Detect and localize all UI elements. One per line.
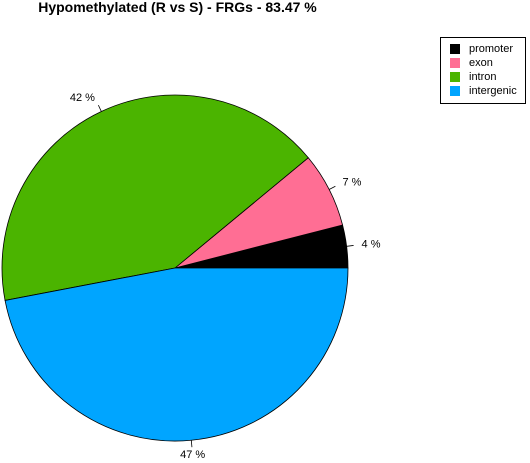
legend-label-intergenic: intergenic xyxy=(469,84,517,97)
pie-label-exon: 7 % xyxy=(343,177,362,189)
pie-label-promoter: 4 % xyxy=(362,238,381,250)
legend-swatch-promoter xyxy=(450,44,460,54)
legend-item-promoter: promoter xyxy=(441,42,525,56)
pie-slice-intergenic xyxy=(4,267,349,442)
pie-labels: 4 % 7 % 42 % 47 % xyxy=(70,92,381,461)
pie-label-tick-exon xyxy=(328,185,336,190)
legend-item-intergenic: intergenic xyxy=(441,84,525,98)
pie-label-tick-promoter xyxy=(346,245,354,247)
legend-label-intron: intron xyxy=(469,70,497,83)
chart-title: Hypomethylated (R vs S) - FRGs - 83.47 % xyxy=(38,0,317,15)
pie-label-tick-intergenic xyxy=(190,440,193,448)
pie-label-tick-intron xyxy=(97,104,102,112)
pie-label-intron: 42 % xyxy=(70,92,95,104)
legend-label-promoter: promoter xyxy=(469,42,514,55)
legend-item-exon: exon xyxy=(441,56,525,70)
pie-label-intergenic: 47 % xyxy=(180,449,205,461)
legend-swatch-exon xyxy=(450,58,460,68)
legend-swatch-intergenic xyxy=(450,86,460,96)
legend-item-intron: intron xyxy=(441,70,525,84)
pie-slices xyxy=(1,94,349,442)
legend: promoter exon intron intergenic xyxy=(440,37,526,104)
legend-label-exon: exon xyxy=(469,56,493,69)
legend-swatch-intron xyxy=(450,72,460,82)
